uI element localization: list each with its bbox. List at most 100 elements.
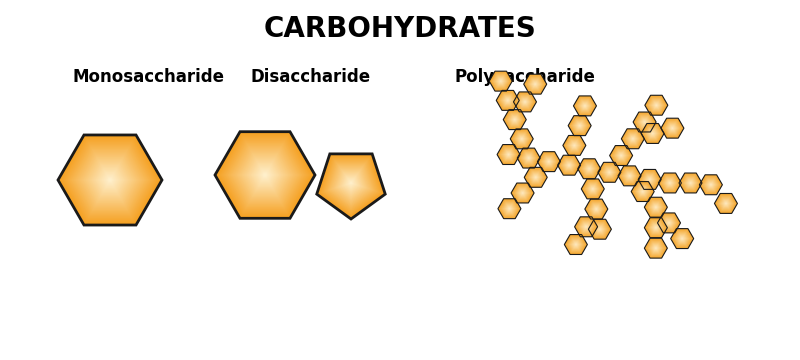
Polygon shape [649,179,650,180]
Polygon shape [91,164,129,196]
Polygon shape [655,206,657,208]
Polygon shape [97,168,123,192]
Polygon shape [599,163,620,181]
Polygon shape [109,179,111,181]
Polygon shape [530,173,541,182]
Polygon shape [350,182,352,184]
Polygon shape [502,148,516,161]
Polygon shape [574,243,578,246]
Text: Disaccharide: Disaccharide [250,68,370,86]
Polygon shape [593,206,599,212]
Polygon shape [220,136,310,214]
Polygon shape [503,203,516,214]
Polygon shape [61,137,159,223]
Polygon shape [582,162,597,175]
Polygon shape [584,225,588,229]
Polygon shape [626,173,633,179]
Polygon shape [566,162,572,168]
Polygon shape [499,147,518,163]
Polygon shape [643,174,656,185]
Polygon shape [650,203,661,212]
Polygon shape [669,182,671,184]
Polygon shape [532,81,538,87]
Polygon shape [580,221,592,232]
Polygon shape [578,220,594,234]
Polygon shape [721,199,731,208]
Polygon shape [595,208,598,210]
Polygon shape [647,220,664,235]
Polygon shape [684,177,697,188]
Polygon shape [702,177,719,192]
Polygon shape [533,175,539,180]
Polygon shape [518,136,525,141]
Polygon shape [534,176,537,178]
Polygon shape [617,152,626,159]
Polygon shape [652,224,660,231]
Polygon shape [647,200,664,215]
Polygon shape [646,96,667,114]
Polygon shape [666,220,672,226]
Polygon shape [94,166,126,194]
Polygon shape [497,77,505,85]
Polygon shape [542,155,556,168]
Polygon shape [546,159,552,165]
Polygon shape [534,176,538,179]
Polygon shape [578,159,601,179]
Polygon shape [634,184,651,199]
Polygon shape [652,244,660,252]
Polygon shape [71,147,149,213]
Polygon shape [500,147,517,162]
Polygon shape [89,162,131,198]
Polygon shape [718,197,734,210]
Polygon shape [642,120,646,124]
Polygon shape [578,160,600,178]
Polygon shape [568,164,570,166]
Polygon shape [87,160,133,200]
Polygon shape [500,201,519,217]
Polygon shape [514,93,535,111]
Polygon shape [506,99,510,102]
Polygon shape [606,170,613,175]
Polygon shape [342,175,361,193]
Polygon shape [216,133,314,217]
Polygon shape [650,222,662,233]
Polygon shape [640,171,659,188]
Polygon shape [630,137,635,140]
Polygon shape [102,173,118,187]
Polygon shape [569,141,579,150]
Polygon shape [592,188,594,190]
Polygon shape [215,132,315,218]
Polygon shape [597,226,603,232]
Polygon shape [649,221,663,234]
Polygon shape [498,79,503,83]
Polygon shape [519,190,526,196]
Polygon shape [650,202,662,213]
Polygon shape [582,223,590,230]
Polygon shape [585,226,587,228]
Polygon shape [655,227,657,229]
Polygon shape [81,154,139,206]
Polygon shape [514,119,516,121]
Text: Monosaccharide: Monosaccharide [72,68,224,86]
Polygon shape [636,115,653,129]
Polygon shape [599,228,601,230]
Polygon shape [521,191,525,195]
Polygon shape [245,157,286,193]
Polygon shape [588,168,590,170]
Polygon shape [624,171,634,180]
Polygon shape [675,232,690,245]
Polygon shape [63,140,157,220]
Polygon shape [513,185,532,201]
Polygon shape [585,199,608,219]
Polygon shape [664,121,681,135]
Polygon shape [248,161,282,189]
Polygon shape [317,154,386,219]
Polygon shape [538,153,559,171]
Polygon shape [93,165,127,195]
Polygon shape [646,176,654,183]
Polygon shape [679,173,702,193]
Polygon shape [572,241,580,248]
Polygon shape [527,77,543,91]
Polygon shape [330,165,372,205]
Polygon shape [222,138,307,212]
